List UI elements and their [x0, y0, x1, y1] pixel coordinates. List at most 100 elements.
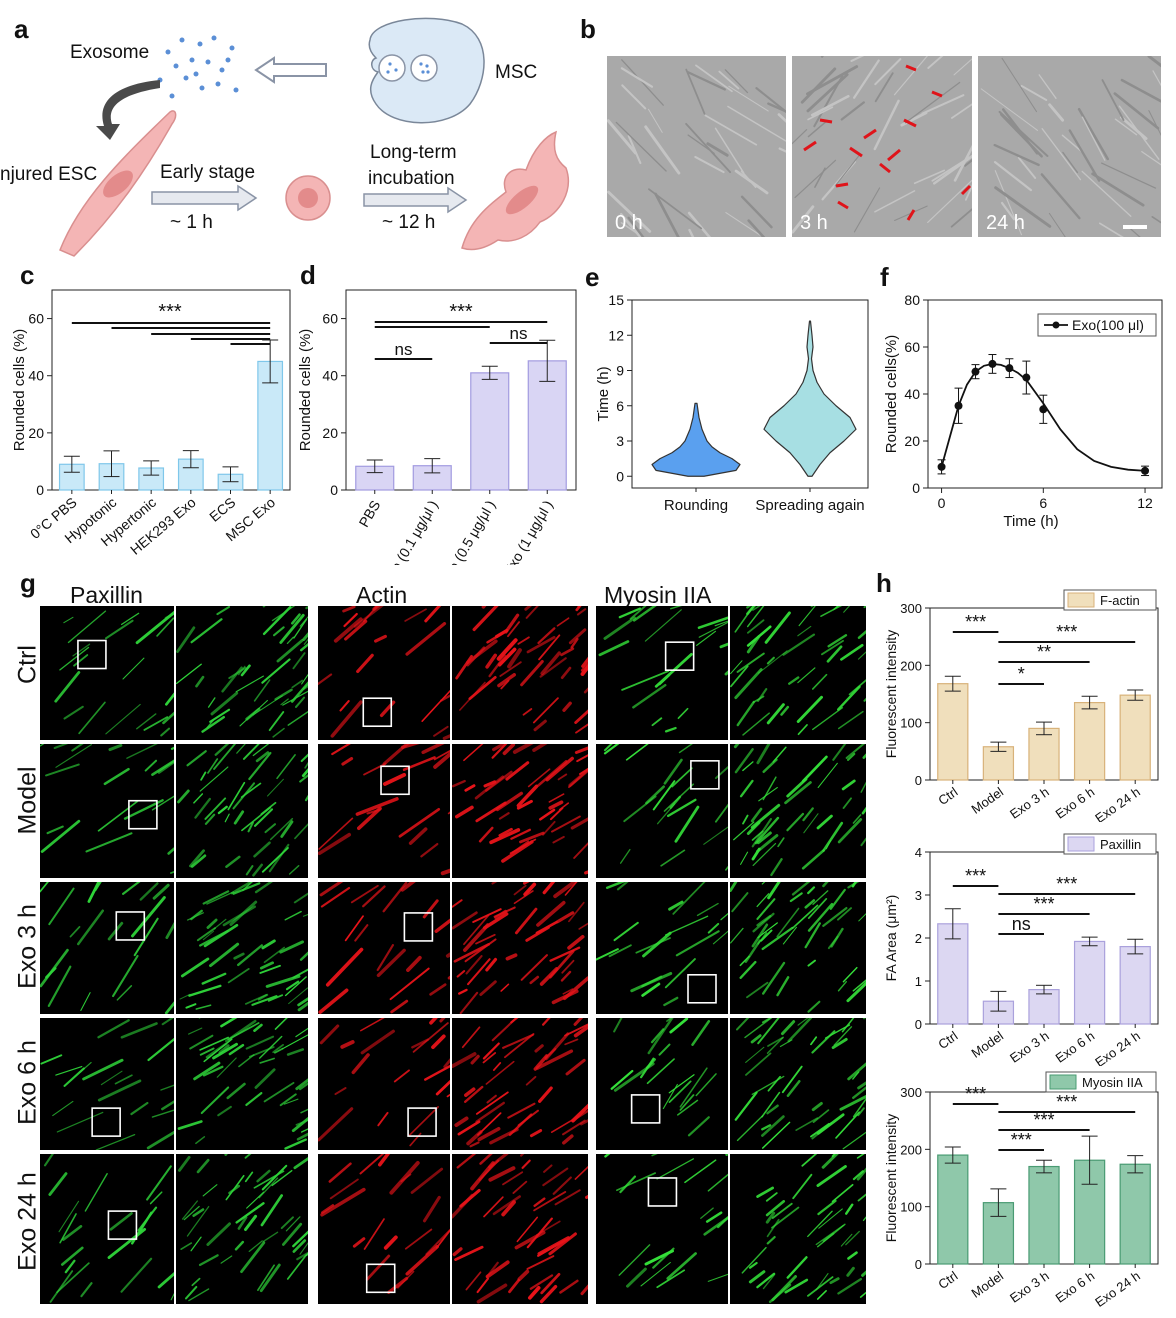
time-label-0h: 0 h	[615, 212, 643, 234]
significance-label: ns	[1012, 914, 1031, 934]
data-point	[954, 401, 963, 410]
fiber	[160, 1084, 174, 1091]
bar	[1028, 727, 1060, 781]
fiber	[356, 653, 374, 674]
fiber	[857, 1081, 866, 1090]
fiber	[262, 1231, 279, 1243]
fiber	[339, 700, 350, 712]
panel-label-c: c	[20, 260, 35, 290]
fiber	[746, 619, 765, 634]
fiber	[143, 716, 169, 731]
fiber	[632, 606, 657, 622]
fiber	[757, 1018, 780, 1045]
release-arrow	[254, 56, 327, 84]
chart-h-paxillin: 0 1 2 3 4 FA Area (μm²) Ctrl Model Exo 3 h Exo 6 …	[883, 833, 1159, 1066]
fiber	[847, 1062, 866, 1081]
significance-label: ns	[395, 340, 413, 359]
fiber	[766, 1104, 779, 1115]
fiber	[760, 929, 773, 942]
fiber	[552, 835, 565, 844]
fiber	[733, 744, 740, 749]
fiber	[845, 1230, 860, 1246]
fiber	[573, 1024, 588, 1038]
fiber	[433, 725, 449, 737]
fiber	[114, 1074, 133, 1085]
fiber	[95, 1133, 136, 1150]
fiber	[225, 1174, 245, 1201]
fiber	[756, 744, 771, 765]
fiber	[810, 1122, 830, 1138]
fiber	[543, 1164, 553, 1173]
fiber	[190, 1236, 202, 1252]
fiber	[280, 1216, 294, 1230]
fiber	[517, 1269, 530, 1282]
fiber	[671, 767, 693, 788]
fiber	[532, 697, 559, 724]
y-tick-label: 0	[330, 482, 338, 498]
data-point	[971, 367, 980, 376]
fiber	[596, 948, 619, 961]
fiber	[206, 1222, 231, 1246]
fiber	[736, 1115, 764, 1142]
fiber	[700, 1207, 714, 1219]
cell-texture	[792, 129, 808, 145]
panel-label-f: f	[880, 262, 889, 292]
fiber	[60, 1246, 84, 1266]
fiber	[842, 966, 858, 983]
fiber	[464, 1087, 476, 1097]
fiber	[568, 768, 588, 789]
fiber	[630, 971, 673, 993]
cell-texture	[810, 94, 850, 117]
fiber	[440, 868, 450, 876]
cell-texture	[648, 188, 703, 230]
fiber	[770, 858, 783, 877]
fiber	[656, 1158, 695, 1180]
fiber	[47, 965, 72, 1008]
fiber	[741, 1246, 767, 1274]
significance-label: ***	[1033, 1110, 1054, 1130]
fiber	[84, 1172, 108, 1212]
fiber	[46, 825, 64, 835]
fiber	[831, 1037, 848, 1050]
micrograph-paxillin-zoom-exo24h	[176, 1154, 308, 1304]
cell-texture	[725, 211, 764, 237]
fiber	[459, 681, 486, 711]
fiber	[213, 744, 237, 770]
y-tick-label: 0	[915, 773, 922, 788]
fiber	[80, 1282, 93, 1298]
fiber	[299, 1082, 308, 1091]
x-axis-label: Time (h)	[1003, 513, 1058, 530]
fiber	[500, 983, 510, 992]
fiber	[739, 960, 757, 979]
fiber	[410, 1167, 444, 1194]
roi-box	[77, 639, 107, 670]
cell-texture	[607, 190, 652, 233]
fiber	[478, 1159, 500, 1181]
fiber	[257, 993, 269, 1001]
fiber	[862, 1216, 866, 1222]
y-tick-label: 200	[900, 658, 922, 673]
fiber	[228, 1043, 245, 1056]
fiber	[504, 613, 520, 634]
fiber	[843, 606, 851, 613]
fiber	[164, 1001, 174, 1014]
y-axis-label: Rounded cells (%)	[297, 329, 314, 452]
y-tick-label: 0	[616, 468, 624, 484]
fiber	[421, 744, 445, 755]
fiber	[538, 1086, 553, 1103]
fiber	[488, 654, 507, 678]
cell-texture	[1114, 118, 1138, 136]
fiber	[832, 744, 847, 761]
cell-texture	[1141, 150, 1161, 166]
fiber	[703, 826, 728, 845]
fiber	[267, 778, 284, 797]
fiber	[645, 785, 665, 805]
micrograph-actin-zoom-exo3h	[452, 882, 588, 1014]
fiber	[279, 1093, 297, 1107]
bar	[982, 746, 1015, 781]
fiber	[204, 797, 227, 820]
data-point	[1022, 373, 1031, 382]
fiber	[486, 1094, 497, 1104]
fiber	[177, 1120, 203, 1130]
bar	[937, 923, 969, 1025]
